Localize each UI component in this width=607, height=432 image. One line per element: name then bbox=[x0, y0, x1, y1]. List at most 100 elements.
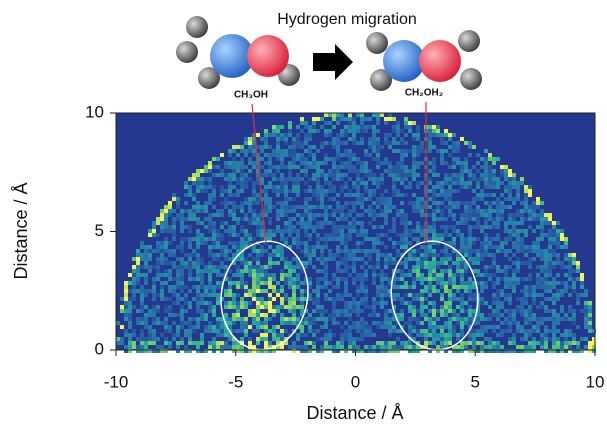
density-cell bbox=[544, 337, 548, 341]
density-cell bbox=[504, 237, 508, 241]
density-cell bbox=[292, 209, 296, 213]
density-cell bbox=[336, 193, 340, 197]
density-cell bbox=[208, 165, 212, 169]
density-cell bbox=[408, 257, 412, 261]
density-cell bbox=[140, 257, 144, 261]
density-cell bbox=[412, 269, 416, 273]
density-cell bbox=[320, 205, 324, 209]
density-cell bbox=[176, 257, 180, 261]
density-cell bbox=[412, 165, 416, 169]
density-cell bbox=[440, 273, 444, 277]
density-cell bbox=[272, 233, 276, 237]
density-cell bbox=[508, 213, 512, 217]
density-cell bbox=[476, 197, 480, 201]
density-cell bbox=[420, 277, 424, 281]
density-cell bbox=[416, 173, 420, 177]
density-cell bbox=[416, 145, 420, 149]
density-cell bbox=[288, 225, 292, 229]
density-cell bbox=[284, 189, 288, 193]
density-cell bbox=[268, 297, 272, 301]
density-cell bbox=[360, 177, 364, 181]
density-cell bbox=[316, 289, 320, 293]
density-cell bbox=[320, 317, 324, 321]
density-cell bbox=[376, 273, 380, 277]
density-cell bbox=[488, 245, 492, 249]
density-cell bbox=[240, 325, 244, 329]
density-cell bbox=[456, 181, 460, 185]
density-cell bbox=[552, 221, 556, 225]
density-cell bbox=[324, 325, 328, 329]
density-cell bbox=[296, 333, 300, 337]
density-cell bbox=[412, 293, 416, 297]
density-cell bbox=[576, 261, 580, 265]
density-cell bbox=[336, 137, 340, 141]
density-cell bbox=[480, 245, 484, 249]
density-cell bbox=[276, 249, 280, 253]
density-cell bbox=[468, 181, 472, 185]
density-cell bbox=[264, 325, 268, 329]
density-cell bbox=[252, 145, 256, 149]
density-cell bbox=[300, 305, 304, 309]
density-cell bbox=[364, 153, 368, 157]
density-cell bbox=[372, 157, 376, 161]
density-cell bbox=[412, 177, 416, 181]
density-cell bbox=[140, 305, 144, 309]
plot bbox=[116, 113, 596, 357]
density-cell bbox=[440, 213, 444, 217]
density-cell bbox=[280, 297, 284, 301]
density-cell bbox=[528, 293, 532, 297]
density-cell bbox=[356, 177, 360, 181]
density-cell bbox=[128, 325, 132, 329]
density-cell bbox=[460, 161, 464, 165]
density-cell bbox=[352, 205, 356, 209]
density-cell bbox=[232, 345, 236, 349]
x-tick-label: 10 bbox=[586, 372, 605, 391]
density-cell bbox=[208, 185, 212, 189]
density-cell bbox=[236, 181, 240, 185]
density-cell bbox=[332, 225, 336, 229]
density-cell bbox=[332, 145, 336, 149]
density-cell bbox=[536, 197, 540, 201]
density-cell bbox=[508, 317, 512, 321]
density-cell bbox=[176, 285, 180, 289]
density-cell bbox=[528, 261, 532, 265]
density-cell bbox=[356, 157, 360, 161]
density-cell bbox=[316, 129, 320, 133]
density-cell bbox=[432, 321, 436, 325]
density-cell bbox=[136, 273, 140, 277]
density-cell bbox=[336, 345, 340, 349]
density-cell bbox=[236, 245, 240, 249]
density-cell bbox=[296, 245, 300, 249]
density-cell bbox=[488, 185, 492, 189]
density-cell bbox=[444, 261, 448, 265]
density-cell bbox=[548, 217, 552, 221]
density-cell bbox=[320, 245, 324, 249]
density-cell bbox=[228, 181, 232, 185]
density-cell bbox=[408, 293, 412, 297]
density-cell bbox=[368, 257, 372, 261]
density-cell bbox=[560, 245, 564, 249]
density-cell bbox=[316, 309, 320, 313]
density-cell bbox=[492, 309, 496, 313]
density-cell bbox=[132, 333, 136, 337]
density-cell bbox=[480, 209, 484, 213]
density-cell bbox=[168, 213, 172, 217]
density-cell bbox=[388, 205, 392, 209]
density-cell bbox=[372, 269, 376, 273]
density-cell bbox=[444, 341, 448, 345]
density-cell bbox=[348, 345, 352, 349]
density-cell bbox=[120, 337, 124, 341]
density-cell bbox=[224, 161, 228, 165]
density-cell bbox=[408, 285, 412, 289]
density-cell bbox=[488, 305, 492, 309]
density-cell bbox=[408, 169, 412, 173]
density-cell bbox=[364, 181, 368, 185]
density-cell bbox=[312, 229, 316, 233]
density-cell bbox=[140, 285, 144, 289]
density-cell bbox=[336, 233, 340, 237]
density-cell bbox=[408, 345, 412, 349]
density-cell bbox=[428, 249, 432, 253]
density-cell bbox=[464, 169, 468, 173]
density-cell bbox=[508, 205, 512, 209]
density-cell bbox=[336, 261, 340, 265]
